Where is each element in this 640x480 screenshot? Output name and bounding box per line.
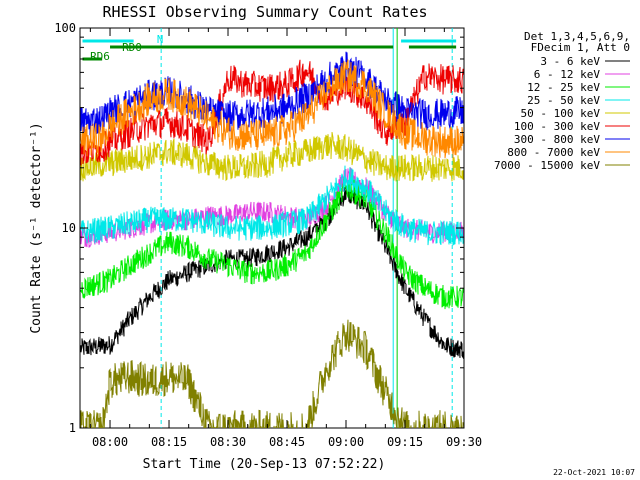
legend-header-line-2: FDecim 1, Att 0 [531, 41, 630, 54]
legend-entry-0: 3 - 6 keV [540, 55, 600, 68]
series-line-3-6kev [80, 186, 464, 360]
state-bar-label-n: N [157, 33, 164, 46]
series-line-12-25kev [80, 178, 464, 310]
x-axis: 08:00 08:15 08:30 08:45 09:00 09:15 09:30 [89, 28, 482, 449]
chart-title: RHESSI Observing Summary Count Rates [102, 3, 427, 21]
y-axis-label: Count Rate (s⁻¹ detector⁻¹) [29, 122, 44, 333]
legend-entry-6: 300 - 800 keV [514, 133, 600, 146]
legend-entry-7: 800 - 7000 keV [507, 146, 600, 159]
y-tick-label-1: 1 [69, 421, 76, 435]
x-tick-label-0845: 08:45 [269, 435, 305, 449]
series-line-50-100kev [80, 132, 464, 182]
series-line-7000-15000kev [80, 319, 464, 428]
footer-date: 22-Oct-2021 10:07 [553, 468, 635, 477]
state-bar-label-rd0: RD0 [122, 41, 142, 54]
x-axis-label: Start Time (20-Sep-13 07:52:22) [143, 457, 386, 472]
state-bar-label-rd6: RD6 [90, 50, 110, 63]
legend-entry-4: 50 - 100 keV [521, 107, 601, 120]
x-tick-label-0900: 09:00 [328, 435, 364, 449]
legend-entry-1: 6 - 12 keV [534, 68, 601, 81]
legend-entry-8: 7000 - 15000 keV [494, 159, 600, 172]
legend-entry-3: 25 - 50 keV [527, 94, 600, 107]
legend-entry-5: 100 - 300 keV [514, 120, 600, 133]
x-tick-label-0915: 09:15 [387, 435, 423, 449]
x-tick-label-0800: 08:00 [92, 435, 128, 449]
state-bars: N RD0 RD6 [82, 33, 457, 63]
series-group [80, 51, 464, 428]
y-axis: 1 10 100 [54, 21, 464, 435]
series-line-800-7000kev [80, 59, 464, 159]
y-tick-label-100: 100 [54, 21, 76, 35]
y-tick-label-10: 10 [62, 221, 76, 235]
legend: Det 1,3,4,5,6,9, FDecim 1, Att 0 3 - 6 k… [494, 30, 630, 172]
x-tick-label-0930: 09:30 [446, 435, 482, 449]
x-tick-label-0830: 08:30 [210, 435, 246, 449]
legend-entry-2: 12 - 25 keV [527, 81, 600, 94]
legend-header-line-1: Det 1,3,4,5,6,9, [524, 30, 630, 43]
series-line-25-50kev [80, 165, 464, 246]
x-tick-label-0815: 08:15 [151, 435, 187, 449]
